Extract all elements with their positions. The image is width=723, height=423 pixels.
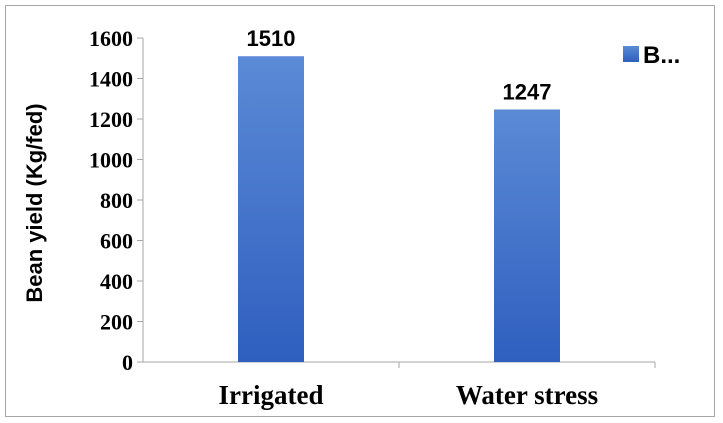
y-tick-label: 1600 <box>89 26 133 51</box>
chart-frame <box>5 5 715 417</box>
y-tick-label: 800 <box>100 188 133 213</box>
bar-water-stress <box>494 109 560 362</box>
x-category-label: Irrigated <box>219 380 324 410</box>
legend-swatch <box>623 46 639 62</box>
y-tick-label: 400 <box>100 269 133 294</box>
y-tick-label: 1200 <box>89 107 133 132</box>
data-label: 1247 <box>503 79 552 104</box>
legend: B... <box>623 42 680 69</box>
y-tick-label: 200 <box>100 310 133 335</box>
y-tick-label: 1000 <box>89 148 133 173</box>
y-tick-label: 600 <box>100 229 133 254</box>
y-tick-label: 1400 <box>89 67 133 92</box>
x-category-label: Water stress <box>456 380 598 410</box>
y-tick-label: 0 <box>122 350 133 375</box>
plot-area: 0 200 400 600 800 1000 1200 1400 1600 1510 Irrigat… <box>89 26 656 410</box>
legend-label: B... <box>643 42 680 69</box>
data-label: 1510 <box>247 26 296 51</box>
bar-irrigated <box>238 56 304 362</box>
y-axis-title: Bean yield (Kg/fed) <box>22 103 47 302</box>
